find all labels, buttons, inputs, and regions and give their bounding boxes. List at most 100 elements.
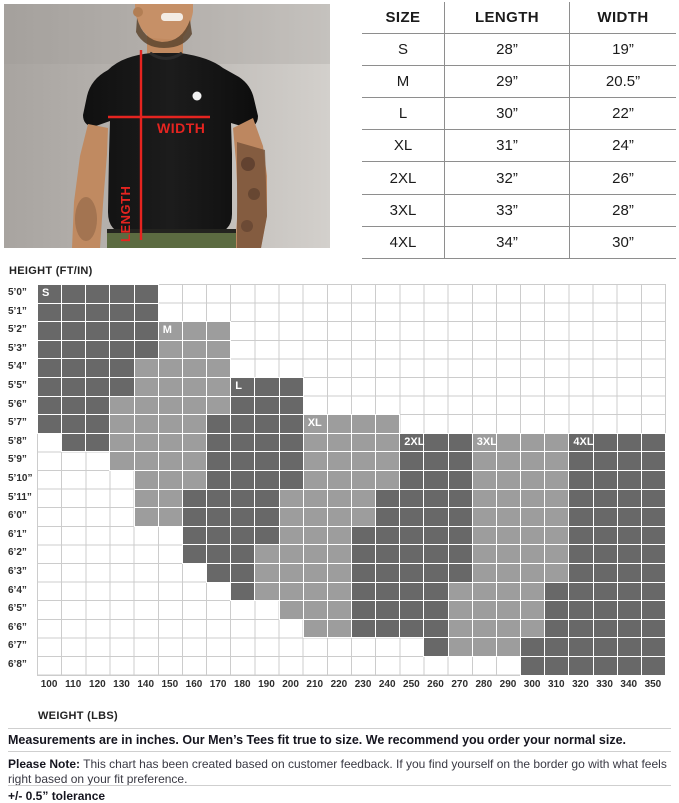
size-cell-m — [206, 339, 232, 360]
size-cell-3xl — [520, 563, 546, 583]
size-cell-m — [157, 414, 183, 434]
size-cell-4xl — [568, 656, 594, 676]
size-cell-2xl — [447, 451, 473, 471]
table-cell: 3XL — [362, 194, 445, 226]
size-cell-2xl — [423, 488, 449, 509]
table-cell: 22” — [612, 105, 634, 123]
size-cell-l — [254, 451, 280, 471]
table-cell: L — [362, 98, 445, 130]
size-cell-3xl — [495, 563, 522, 583]
size-cell-2xl — [351, 600, 377, 620]
size-cell-3xl — [471, 488, 497, 509]
size-cell-4xl — [640, 451, 666, 471]
size-cell-l — [206, 470, 232, 490]
size-cell-2xl — [447, 470, 473, 490]
size-cell-xl — [351, 507, 377, 527]
size-cell-xl — [302, 618, 328, 639]
size-cell-s — [61, 284, 87, 304]
height-tick-label: 5’9” — [8, 454, 27, 466]
size-cell-l — [206, 451, 232, 471]
size-cell-l — [230, 581, 256, 602]
table-row: S 28” 19” — [362, 34, 676, 67]
size-cell-s — [85, 377, 111, 397]
size-cell-xl — [326, 563, 352, 583]
divider — [8, 728, 671, 729]
size-cell-3xl — [544, 451, 570, 471]
table-cell: 19” — [612, 41, 634, 59]
size-cell-xl — [375, 451, 401, 471]
size-cell-2xl — [399, 581, 425, 602]
size-cell-3xl — [544, 544, 570, 564]
table-row: XL 31” 24” — [362, 130, 676, 163]
size-cell-xl — [278, 488, 304, 509]
size-cell-3xl — [495, 470, 522, 490]
size-cell-4xl — [616, 563, 642, 583]
size-cell-4xl — [592, 525, 618, 546]
size-cell-s — [133, 321, 159, 341]
size-cell-4xl — [520, 656, 546, 676]
size-cell-m — [133, 488, 159, 509]
table-cell: 28” — [612, 201, 634, 219]
size-cell-l — [278, 432, 304, 453]
size-cell-4xl — [616, 581, 642, 602]
size-cell-m — [157, 488, 183, 509]
weight-tick-label: 310 — [547, 679, 565, 690]
size-cell-4xl — [592, 507, 618, 527]
size-cell-3xl — [471, 637, 497, 657]
size-cell-2xl — [423, 525, 449, 546]
note-please-note: Please Note: This chart has been created… — [8, 757, 674, 786]
size-cell-l — [254, 470, 280, 490]
size-cell-3xl — [520, 470, 546, 490]
height-tick-label: 6’0” — [8, 510, 27, 522]
size-cell-4xl — [616, 544, 642, 564]
size-cell-xl — [302, 432, 328, 453]
size-cell-m — [206, 377, 232, 397]
size-cell-l — [254, 432, 280, 453]
size-cell-3xl — [495, 451, 522, 471]
size-cell-m — [181, 395, 208, 416]
size-cell-m — [157, 377, 183, 397]
size-cell-l — [278, 414, 304, 434]
size-cell-2xl — [375, 525, 401, 546]
size-cell-s — [61, 414, 87, 434]
size-cell-3xl — [520, 618, 546, 639]
size-cell-l — [230, 451, 256, 471]
size-cell-4xl — [544, 637, 570, 657]
size-cell-l — [181, 544, 208, 564]
note-body: This chart has been created based on cus… — [8, 757, 667, 786]
model-photo-illustration: WIDTH LENGTH — [4, 0, 330, 248]
size-cell-3xl — [495, 432, 522, 453]
size-cell-2xl — [399, 507, 425, 527]
size-cell-2xl — [399, 488, 425, 509]
size-cell-4xl — [544, 656, 570, 676]
height-tick-label: 6’8” — [8, 659, 27, 670]
size-cell-2xl — [399, 525, 425, 546]
size-cell-m — [181, 358, 208, 378]
size-cell-3xl — [471, 544, 497, 564]
size-cell-3xl — [471, 600, 497, 620]
size-cell-l — [278, 451, 304, 471]
size-cell-s — [61, 395, 87, 416]
size-cell-3xl — [544, 525, 570, 546]
size-cell-4xl — [640, 525, 666, 546]
size-cell-xl — [302, 451, 328, 471]
size-cell-2xl — [375, 618, 401, 639]
size-cell-4xl — [592, 488, 618, 509]
size-cell-xl — [302, 525, 328, 546]
table-cell: S — [362, 34, 445, 66]
size-cell-3xl — [495, 488, 522, 509]
size-cell-xl — [326, 525, 352, 546]
size-cell-3xl — [520, 581, 546, 602]
note-measurements: Measurements are in inches. Our Men’s Te… — [8, 733, 626, 747]
weight-tick-label: 290 — [499, 679, 517, 690]
y-axis-title: HEIGHT (FT/IN) — [9, 265, 93, 277]
size-cell-3xl — [471, 581, 497, 602]
weight-tick-label: 300 — [523, 679, 541, 690]
size-cell-4xl — [640, 544, 666, 564]
height-tick-label: 5’8” — [8, 435, 27, 447]
size-cell-s — [37, 321, 63, 341]
size-region-label-m: M — [162, 324, 172, 337]
size-cell-m — [109, 451, 135, 471]
size-cell-m — [109, 432, 135, 453]
size-cell-2xl — [351, 581, 377, 602]
